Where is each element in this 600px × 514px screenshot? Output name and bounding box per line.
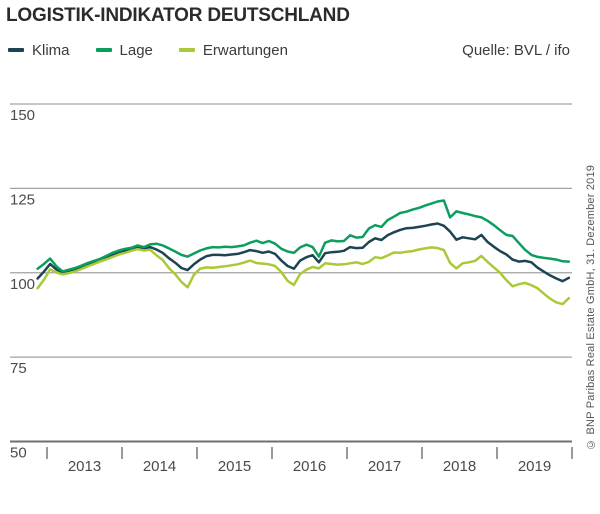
y-axis-label: 100	[10, 276, 35, 293]
legend-item-erwartungen: Erwartungen	[178, 41, 288, 59]
klima-line-swatch-icon	[8, 48, 24, 52]
x-year-label: 2016	[293, 458, 326, 475]
chart-legend: Klima Lage Erwartungen	[8, 40, 314, 60]
legend-label-lage: Lage	[119, 41, 153, 59]
erwartungen-line-swatch-icon	[178, 48, 195, 52]
series-line-lage	[36, 199, 571, 273]
series-line-erwartungen	[36, 246, 571, 306]
x-year-label: 2017	[368, 458, 401, 475]
x-year-label: 2015	[218, 458, 251, 475]
y-axis-label: 125	[10, 191, 35, 208]
page-title: LOGISTIK-INDIKATOR DEUTSCHLAND	[6, 5, 350, 26]
copyright-label: © BNP Paribas Real Estate GmbH, 31. Deze…	[585, 164, 597, 450]
source-label: Quelle: BVL / ifo	[462, 42, 570, 59]
y-axis-label: 50	[10, 445, 27, 462]
lage-line-swatch-icon	[95, 48, 112, 52]
legend-label-erwartungen: Erwartungen	[202, 41, 288, 59]
y-axis-label: 75	[10, 360, 27, 377]
x-year-label: 2018	[443, 458, 476, 475]
legend-item-lage: Lage	[95, 41, 153, 59]
legend-label-klima: Klima	[32, 41, 70, 59]
legend-item-klima: Klima	[8, 42, 70, 59]
x-year-label: 2019	[518, 458, 551, 475]
series-line-klima	[36, 222, 571, 283]
y-axis-label: 150	[10, 107, 35, 124]
x-year-label: 2014	[143, 458, 176, 475]
x-year-label: 2013	[68, 458, 101, 475]
